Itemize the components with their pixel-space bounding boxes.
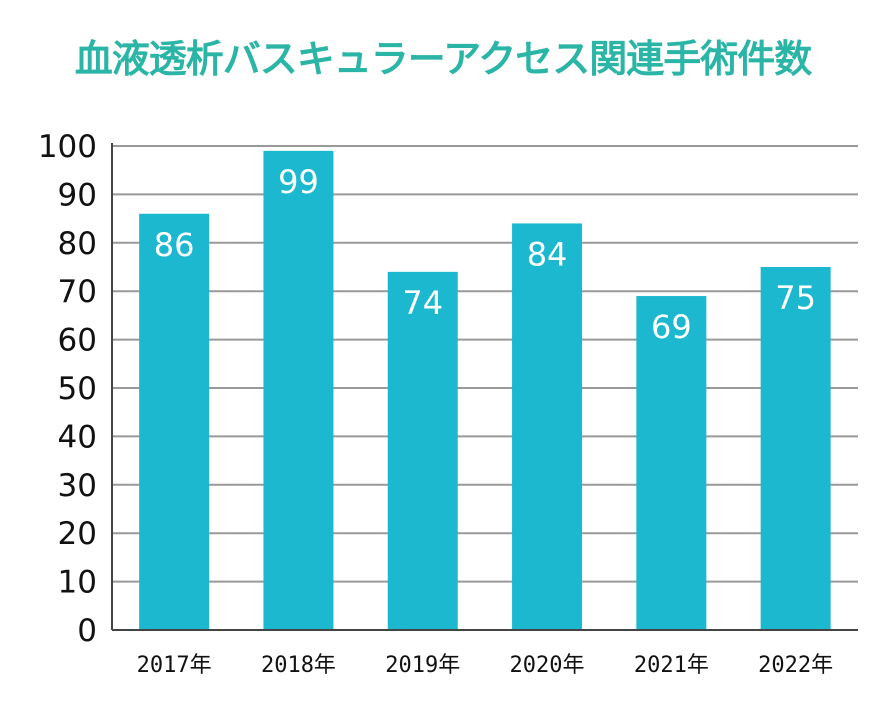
y-tick-label: 100 <box>38 129 97 165</box>
bar-value-label: 74 <box>402 284 443 322</box>
bar-value-label: 99 <box>278 163 319 201</box>
bars: 86 99 74 84 69 75 <box>139 150 831 630</box>
y-tick-label: 20 <box>58 516 97 552</box>
axes <box>111 143 858 631</box>
y-tick-label: 90 <box>58 177 97 213</box>
x-tick-label: 2017年 <box>137 653 212 678</box>
y-tick-label: 60 <box>58 323 97 359</box>
x-tick-label: 2021年 <box>634 653 709 678</box>
y-axis-tick-labels: 0 10 20 30 40 50 60 70 80 90 100 <box>38 129 97 649</box>
chart-title: 血液透析バスキュラーアクセス関連手術件数 <box>74 37 813 81</box>
x-axis-tick-labels: 2017年 2018年 2019年 2020年 2021年 2022年 <box>137 653 833 678</box>
bar-value-label: 86 <box>154 226 195 264</box>
gridlines <box>112 145 858 583</box>
bar <box>636 296 707 630</box>
bar-value-label: 75 <box>775 279 816 317</box>
x-tick-label: 2020年 <box>510 653 585 678</box>
bar <box>387 271 458 630</box>
x-tick-label: 2018年 <box>261 653 336 678</box>
bar <box>760 267 831 630</box>
bar-value-label: 84 <box>527 235 568 273</box>
y-tick-label: 70 <box>58 274 97 310</box>
bar-value-label: 69 <box>651 308 692 346</box>
y-tick-label: 50 <box>58 371 97 407</box>
bar <box>263 150 334 630</box>
bar <box>139 213 210 630</box>
y-tick-label: 80 <box>58 226 97 262</box>
x-tick-label: 2022年 <box>758 653 833 678</box>
y-tick-label: 40 <box>58 419 97 455</box>
y-tick-label: 0 <box>77 613 97 649</box>
y-tick-label: 10 <box>58 565 97 601</box>
y-tick-label: 30 <box>58 468 97 504</box>
x-tick-label: 2019年 <box>385 653 460 678</box>
bar <box>512 223 583 630</box>
